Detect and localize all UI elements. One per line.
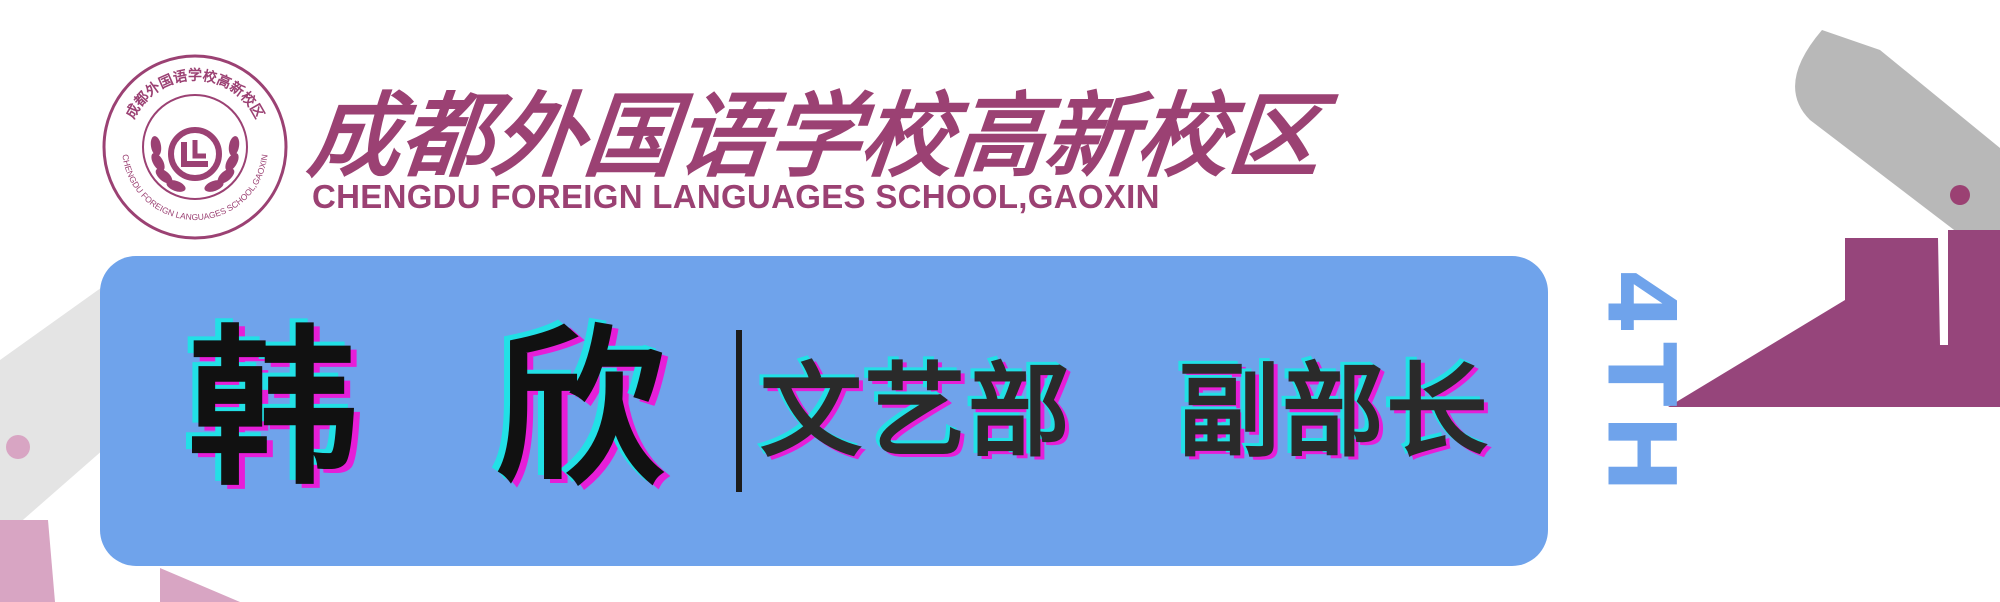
department-label: 文艺部 <box>760 353 1072 472</box>
role-label: 副部长 <box>1178 353 1490 472</box>
deco-pink-bar-left <box>0 520 55 602</box>
person-name-char-2: 欣 <box>495 311 666 509</box>
school-logo: 成都外国语学校高新校区 CHENGDU FOREIGN LANGUAGES SC… <box>100 52 290 242</box>
school-name-en: CHENGDU FOREIGN LANGUAGES SCHOOL,GAOXIN <box>312 178 1160 215</box>
person-name-char-1: 韩 <box>188 311 359 509</box>
laurel-icon <box>150 136 240 192</box>
edition-label: 4TH <box>1585 268 1695 502</box>
deco-pink-triangle-left <box>160 568 240 602</box>
deco-dot-right <box>1950 185 1970 205</box>
deco-gray-bar-right <box>1795 30 2000 265</box>
deco-purple-block-right <box>1845 238 2000 407</box>
school-name-cn: 成都外国语学校高新校区 <box>303 82 1327 190</box>
title-divider <box>736 330 742 492</box>
deco-purple-triangle-right <box>1668 300 1845 407</box>
deco-dot-left <box>6 435 30 459</box>
name-banner <box>100 256 1548 566</box>
deco-purple-strip-right <box>1948 230 2000 345</box>
